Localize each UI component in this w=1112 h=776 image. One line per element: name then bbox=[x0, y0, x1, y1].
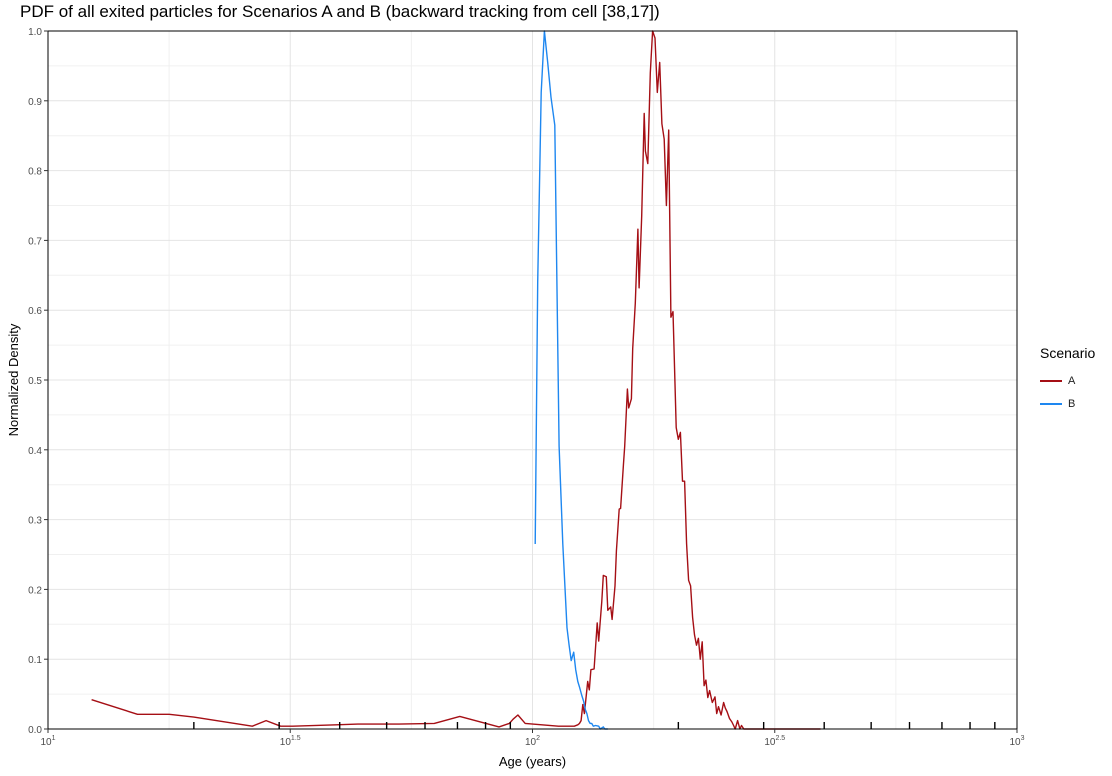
x-tick-label: 101 bbox=[40, 735, 55, 748]
legend-title: Scenario bbox=[1040, 345, 1096, 361]
x-tick-label: 103 bbox=[1009, 735, 1024, 748]
y-tick-label: 0.6 bbox=[28, 306, 42, 317]
x-tick-label: 101.5 bbox=[280, 735, 301, 748]
axes: 0.0 0.1 0.2 0.3 0.4 0.5 0.6 0.7 0.8 0.9 1.0 101 101.… bbox=[6, 27, 1025, 769]
y-tick-label: 0.8 bbox=[28, 167, 42, 178]
chart-title: PDF of all exited particles for Scenario… bbox=[20, 2, 660, 21]
y-tick-label: 0.7 bbox=[28, 236, 42, 247]
legend-key-b bbox=[1040, 402, 1062, 405]
x-axis-title: Age (years) bbox=[499, 754, 566, 769]
y-tick-label: 0.3 bbox=[28, 516, 42, 527]
y-tick-label: 1.0 bbox=[28, 27, 42, 38]
x-tick-label: 102.5 bbox=[764, 735, 785, 748]
y-tick-label: 0.1 bbox=[28, 655, 42, 666]
y-axis-title: Normalized Density bbox=[6, 323, 21, 436]
legend-item-b: B bbox=[1040, 392, 1095, 415]
series-line-b bbox=[534, 30, 608, 730]
y-tick-label: 0.4 bbox=[28, 446, 42, 457]
legend-label-a: A bbox=[1068, 374, 1076, 387]
y-tick-label: 0.2 bbox=[28, 585, 42, 596]
legend-item-a: A bbox=[1040, 369, 1095, 392]
legend-label-b: B bbox=[1068, 397, 1076, 410]
y-tick-label: 0.9 bbox=[28, 97, 42, 108]
x-tick-label: 102 bbox=[525, 735, 540, 748]
legend: Scenario A B bbox=[1040, 345, 1095, 415]
y-tick-label: 0.5 bbox=[28, 376, 42, 387]
legend-key-a bbox=[1040, 379, 1062, 382]
y-tick-label: 0.0 bbox=[28, 725, 42, 736]
